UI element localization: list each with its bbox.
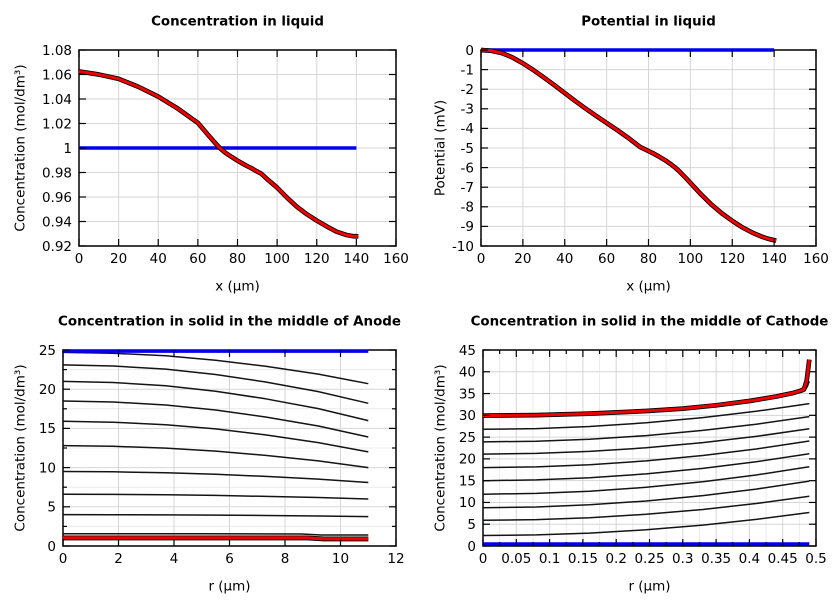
svg-text:0: 0 [47, 539, 56, 555]
x-axis-label: r (µm) [628, 578, 671, 595]
svg-text:0.3: 0.3 [672, 551, 693, 567]
svg-text:30: 30 [459, 408, 476, 424]
svg-text:0.1: 0.1 [539, 551, 560, 567]
svg-text:0.15: 0.15 [568, 551, 598, 567]
plot-potential-in-liquid: 0 20 40 60 80 100 120 140 160 0 -1 -2 -3 -4 -5 -6 -7 -8 -9… [420, 0, 840, 300]
plot-canvas-potential-in-liquid: 0 20 40 60 80 100 120 140 160 0 -1 -2 -3 -4 -5 -6 -7 -8 -9… [452, 43, 829, 267]
svg-text:140: 140 [343, 251, 369, 267]
plot-canvas-concentration-in-liquid: 0 20 40 60 80 100 120 140 160 0.92 0.94 0.96 0.98 1 1.… [42, 43, 409, 267]
svg-text:-7: -7 [461, 180, 474, 196]
svg-text:12: 12 [387, 551, 404, 567]
svg-text:-10: -10 [452, 239, 474, 255]
svg-text:60: 60 [189, 251, 206, 267]
plot-concentration-in-liquid: 0 20 40 60 80 100 120 140 160 0.92 0.94 0.96 0.98 1 1.… [0, 0, 420, 300]
svg-text:120: 120 [719, 251, 745, 267]
svg-text:1.06: 1.06 [42, 67, 72, 83]
svg-text:60: 60 [598, 251, 615, 267]
svg-text:20: 20 [514, 251, 531, 267]
plot-title: Concentration in solid in the middle of … [58, 314, 401, 330]
svg-text:4: 4 [170, 551, 179, 567]
svg-text:-4: -4 [461, 121, 474, 137]
svg-text:140: 140 [761, 251, 787, 267]
x-axis-label: x (µm) [626, 278, 671, 295]
svg-text:0.05: 0.05 [501, 551, 531, 567]
svg-text:35: 35 [459, 386, 476, 402]
plot-concentration-solid-cathode: 0 0.05 0.1 0.15 0.2 0.25 0.3 0.35 0.4 0.45 0.5 0 5 10… [420, 300, 840, 600]
svg-text:8: 8 [281, 551, 290, 567]
svg-text:1.08: 1.08 [42, 43, 72, 59]
svg-text:10: 10 [39, 460, 56, 476]
svg-text:0.2: 0.2 [605, 551, 626, 567]
svg-text:20: 20 [39, 382, 56, 398]
svg-text:80: 80 [640, 251, 657, 267]
svg-text:0: 0 [477, 251, 486, 267]
svg-text:5: 5 [467, 517, 476, 533]
y-axis-label: Concentration (mol/dm³) [432, 364, 449, 532]
svg-text:120: 120 [304, 251, 330, 267]
svg-text:2: 2 [114, 551, 123, 567]
plot-canvas-concentration-solid-cathode: 0 0.05 0.1 0.15 0.2 0.25 0.3 0.35 0.4 0.45 0.5 0 5 10… [459, 343, 827, 567]
svg-text:25: 25 [459, 430, 476, 446]
svg-text:1.02: 1.02 [42, 116, 72, 132]
svg-text:0: 0 [75, 251, 84, 267]
svg-text:0.4: 0.4 [739, 551, 760, 567]
svg-text:0.98: 0.98 [42, 165, 72, 181]
plot-title: Potential in liquid [581, 14, 716, 30]
svg-text:0: 0 [59, 551, 68, 567]
svg-text:0.45: 0.45 [768, 551, 798, 567]
svg-text:5: 5 [47, 500, 56, 516]
svg-text:20: 20 [459, 452, 476, 468]
svg-text:6: 6 [225, 551, 234, 567]
svg-text:40: 40 [556, 251, 573, 267]
svg-text:40: 40 [459, 365, 476, 381]
svg-text:40: 40 [150, 251, 167, 267]
svg-text:0.25: 0.25 [634, 551, 664, 567]
svg-text:0: 0 [479, 551, 488, 567]
svg-text:0: 0 [465, 43, 474, 59]
svg-text:0.5: 0.5 [805, 551, 826, 567]
svg-text:0.94: 0.94 [42, 214, 72, 230]
svg-text:-3: -3 [461, 102, 474, 118]
svg-text:0: 0 [467, 539, 476, 555]
plot-concentration-solid-anode: 0 2 4 6 8 10 12 0 5 10 15 20 25 Concentration in sol… [0, 300, 420, 600]
svg-text:80: 80 [229, 251, 246, 267]
svg-text:160: 160 [383, 251, 409, 267]
svg-text:-1: -1 [461, 62, 474, 78]
svg-text:15: 15 [39, 421, 56, 437]
svg-text:10: 10 [459, 495, 476, 511]
y-axis-label: Concentration (mol/dm³) [12, 64, 29, 232]
svg-text:10: 10 [332, 551, 349, 567]
plot-canvas-concentration-solid-anode: 0 2 4 6 8 10 12 0 5 10 15 20 25 [39, 343, 405, 567]
svg-text:0.35: 0.35 [701, 551, 731, 567]
svg-text:-6: -6 [461, 160, 474, 176]
svg-text:100: 100 [677, 251, 703, 267]
x-axis-label: x (µm) [215, 278, 260, 295]
svg-text:-8: -8 [461, 200, 474, 216]
y-axis-label: Concentration (mol/dm³) [12, 364, 29, 532]
svg-text:0.96: 0.96 [42, 190, 72, 206]
svg-text:-2: -2 [461, 82, 474, 98]
svg-text:100: 100 [264, 251, 290, 267]
plot-title: Concentration in liquid [151, 14, 324, 30]
svg-text:20: 20 [110, 251, 127, 267]
svg-text:0.92: 0.92 [42, 239, 72, 255]
x-axis-label: r (µm) [208, 578, 251, 595]
y-axis-label: Potential (mV) [432, 99, 449, 197]
plot-title: Concentration in solid in the middle of … [470, 314, 829, 330]
svg-text:-5: -5 [461, 141, 474, 157]
svg-text:-9: -9 [461, 219, 474, 235]
svg-text:1: 1 [63, 141, 72, 157]
svg-text:45: 45 [459, 343, 476, 359]
svg-text:15: 15 [459, 473, 476, 489]
svg-text:25: 25 [39, 343, 56, 359]
svg-text:1.04: 1.04 [42, 92, 72, 108]
svg-text:160: 160 [803, 251, 829, 267]
